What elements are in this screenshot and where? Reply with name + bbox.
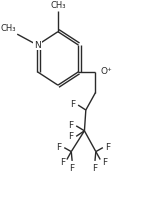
Text: F: F [56, 143, 62, 152]
Text: N: N [34, 41, 41, 49]
Text: CH₃: CH₃ [1, 24, 16, 33]
Text: CH₃: CH₃ [50, 1, 66, 10]
Text: F: F [68, 132, 73, 141]
Text: O⁺: O⁺ [100, 67, 112, 76]
Text: F: F [60, 158, 65, 167]
Text: F: F [68, 121, 73, 130]
Text: F: F [92, 164, 97, 174]
Text: F: F [70, 100, 75, 109]
Text: F: F [106, 143, 111, 152]
Text: F: F [70, 164, 75, 174]
Text: F: F [102, 158, 107, 167]
